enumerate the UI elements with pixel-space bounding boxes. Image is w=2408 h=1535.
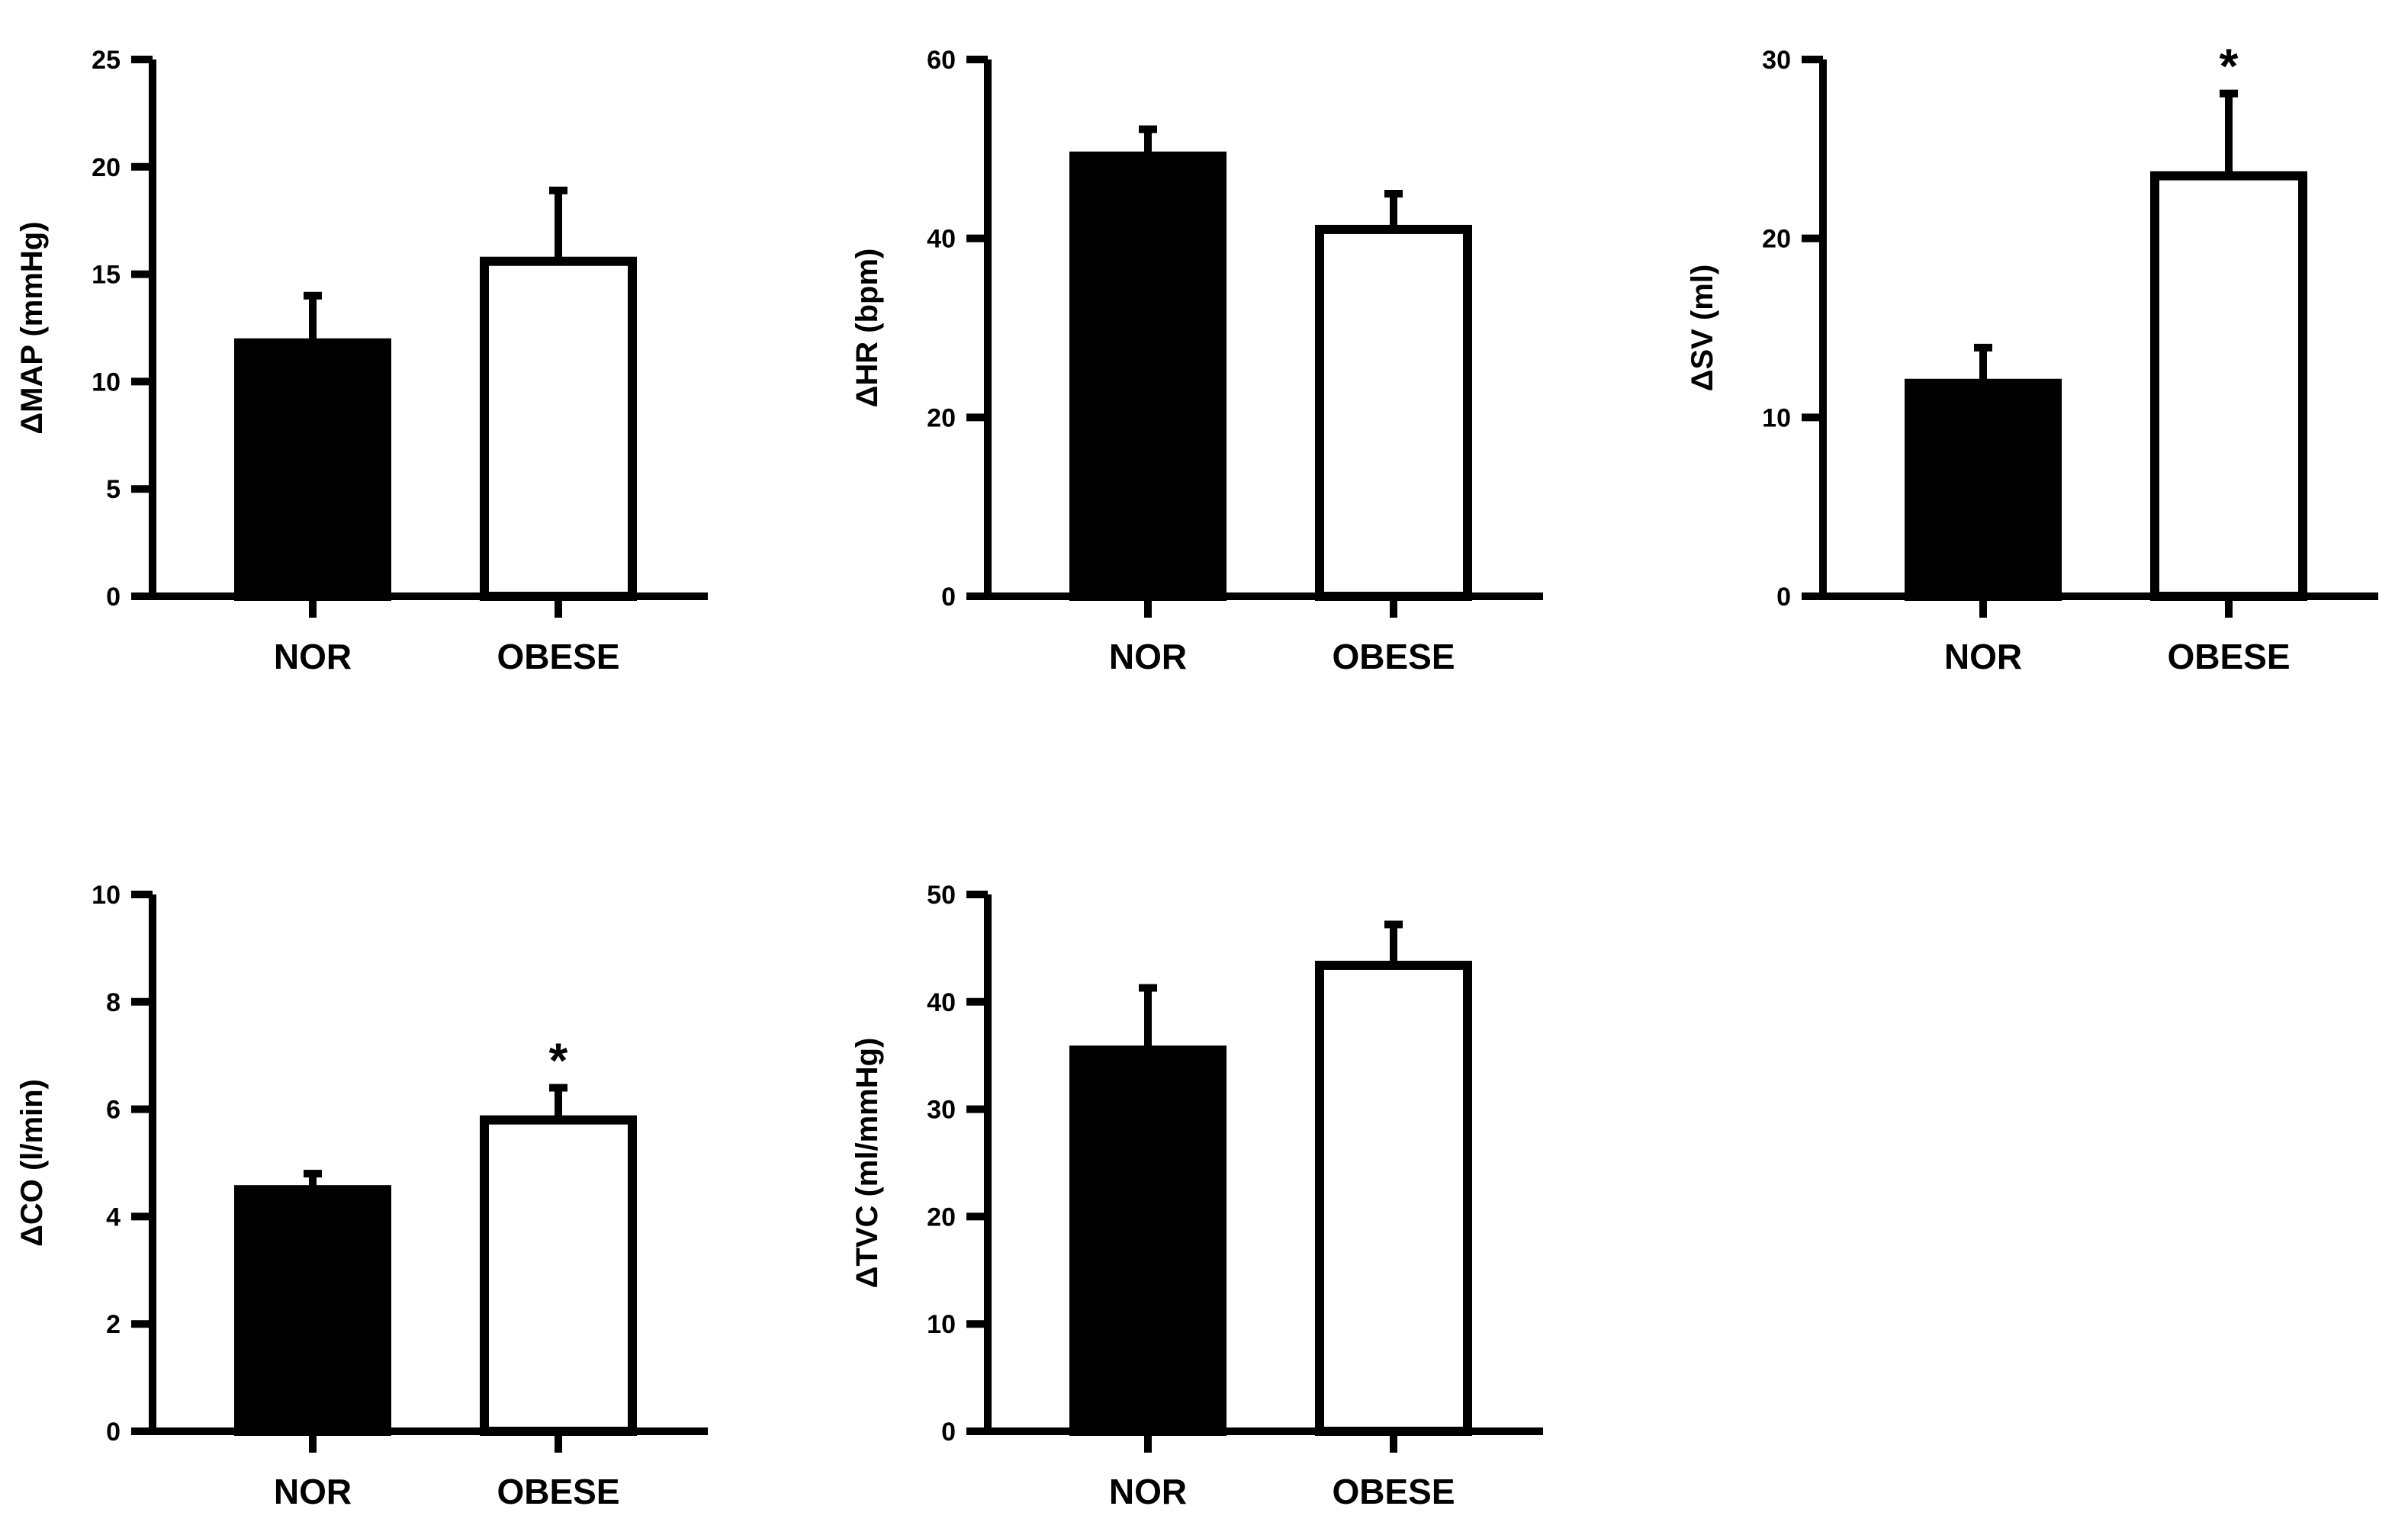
bar-nor: [234, 338, 391, 601]
bar-obese: [1315, 960, 1472, 1436]
y-tick-label: 20: [927, 403, 956, 432]
y-tick-label: 60: [927, 46, 956, 75]
x-tick-label: OBESE: [1332, 1472, 1455, 1511]
y-tick-label: 10: [92, 368, 121, 397]
chart-panel-hr: NOR OBESE 0 20 40 60 ΔHR (bpm): [850, 46, 1543, 676]
y-tick-label: 10: [927, 1310, 956, 1339]
y-tick-label: 25: [92, 46, 121, 75]
y-tick-label: 30: [1762, 46, 1791, 75]
bar-nor: [1069, 151, 1227, 602]
bar-obese: [2150, 171, 2307, 602]
x-tick-label: NOR: [274, 1472, 352, 1511]
y-tick-label: 5: [106, 475, 121, 504]
x-tick-label: NOR: [1944, 637, 2022, 676]
y-tick-label: 20: [92, 153, 121, 182]
significance-marker: *: [2220, 39, 2239, 94]
y-tick-label: 0: [106, 1418, 121, 1447]
y-tick-label: 6: [106, 1096, 121, 1125]
y-tick-label: 40: [927, 988, 956, 1017]
chart-panel-co: NOR * OBESE 0 2 4 6 8 10 ΔCO (l/min): [15, 881, 708, 1511]
y-tick-label: 10: [92, 881, 121, 910]
bar-nor: [1069, 1045, 1227, 1437]
y-tick-label: 20: [1762, 225, 1791, 254]
y-tick-label: 50: [927, 881, 956, 910]
y-tick-label: 30: [927, 1096, 956, 1125]
y-tick-label: 15: [92, 261, 121, 290]
x-tick-label: NOR: [1109, 1472, 1187, 1511]
y-axis-title: ΔSV (ml): [1686, 265, 1719, 392]
bar-obese: [480, 1115, 637, 1437]
bar-nor: [1905, 378, 2062, 601]
chart-panel-tvc: NOR OBESE 0 10 20 30 40 50 ΔTVC (ml/mmHg): [850, 881, 1543, 1511]
x-tick-label: OBESE: [497, 637, 619, 676]
y-tick-label: 40: [927, 225, 956, 254]
y-tick-label: 20: [927, 1203, 956, 1232]
bar-nor: [234, 1185, 391, 1436]
bar-obese: [1315, 224, 1472, 601]
y-tick-label: 0: [106, 583, 121, 612]
x-tick-label: NOR: [1109, 637, 1187, 676]
y-axis-title: ΔHR (bpm): [850, 249, 884, 408]
y-tick-label: 0: [941, 1418, 956, 1447]
y-tick-label: 0: [941, 583, 956, 612]
y-tick-label: 8: [106, 988, 121, 1017]
y-axis-title: ΔCO (l/min): [15, 1079, 49, 1247]
y-axis-title: ΔTVC (ml/mmHg): [850, 1038, 884, 1289]
chart-panel-sv: NOR * OBESE 0 10 20 30 ΔSV (ml): [1686, 39, 2378, 676]
y-tick-label: 0: [1776, 583, 1791, 612]
y-axis-title: ΔMAP (mmHg): [15, 221, 49, 434]
significance-marker: *: [549, 1032, 568, 1087]
y-tick-label: 4: [106, 1203, 121, 1232]
chart-panel-map: NOR OBESE 0 5 10 15 20 25 ΔMAP (mmHg): [15, 46, 708, 676]
x-tick-label: OBESE: [2167, 637, 2290, 676]
x-tick-label: OBESE: [497, 1472, 619, 1511]
y-tick-label: 10: [1762, 403, 1791, 432]
x-tick-label: NOR: [274, 637, 352, 676]
x-tick-label: OBESE: [1332, 637, 1455, 676]
y-tick-label: 2: [106, 1310, 121, 1339]
bar-obese: [480, 256, 637, 601]
